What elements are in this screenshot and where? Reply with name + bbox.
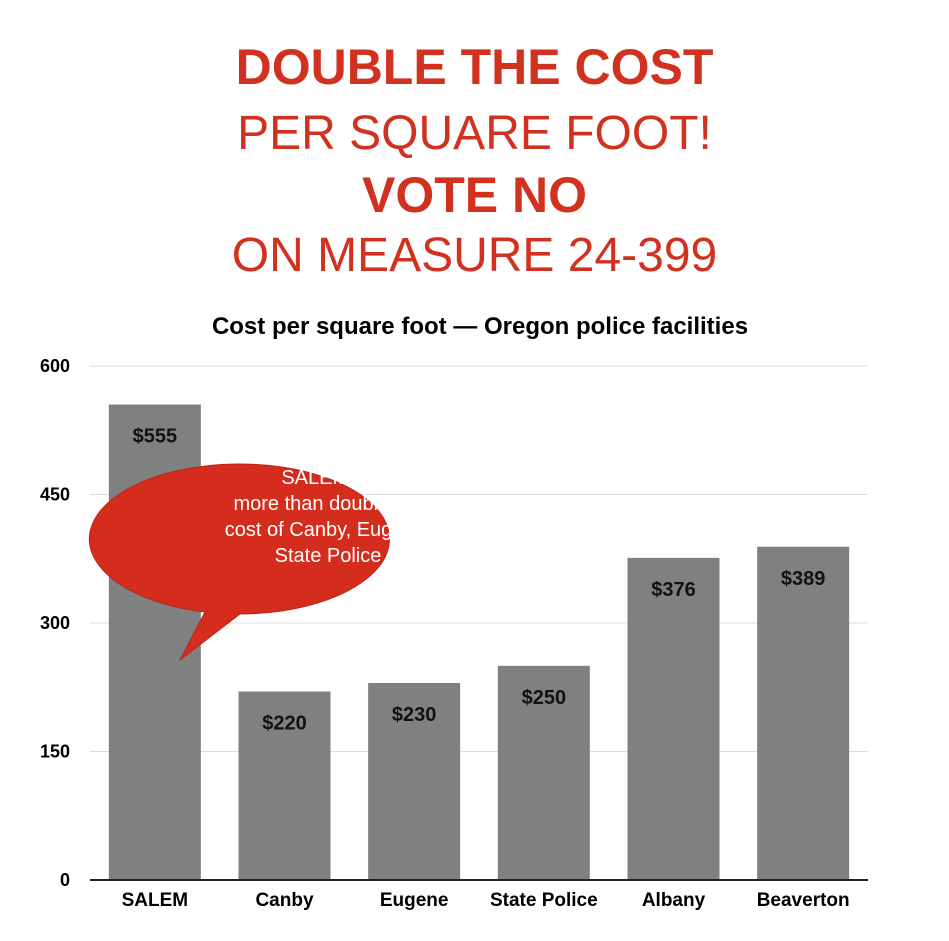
x-tick-label: Beaverton [757, 890, 850, 911]
callout-line: cost of Canby, Eugene, [225, 519, 431, 541]
headline-line-1: DOUBLE THE COST [235, 39, 714, 95]
x-tick-label: State Police [490, 890, 598, 911]
x-axis-labels: SALEM Canby Eugene State Police Albany Beaver… [122, 890, 850, 911]
y-tick-label: 600 [40, 356, 70, 376]
bar [368, 682, 461, 880]
y-tick-label: 0 [60, 870, 70, 890]
data-label: $250 [522, 687, 567, 709]
x-tick-label: Canby [255, 890, 314, 911]
callout-line: SALEM — [281, 467, 374, 489]
data-label: $230 [392, 704, 437, 726]
bar [627, 557, 720, 880]
headline-line-4: ON MEASURE 24-399 [231, 229, 718, 282]
data-label: $555 [133, 426, 178, 448]
x-tick-label: Eugene [380, 890, 449, 911]
salem-callout: SALEM — more than double the cost of Canby… [88, 463, 431, 661]
x-tick-label: SALEM [122, 890, 189, 911]
bar [497, 665, 590, 880]
chart-title: Cost per square foot — Oregon police fac… [212, 313, 748, 340]
callout-bubble [88, 463, 390, 661]
x-tick-label: Albany [642, 890, 706, 911]
data-label: $220 [262, 713, 307, 735]
headline-line-2: PER SQUARE FOOT! [237, 107, 712, 160]
bar-chart: Cost per square foot — Oregon police fac… [40, 313, 868, 911]
data-label: $376 [651, 579, 696, 601]
callout-text: SALEM — more than double the cost of Canby… [225, 467, 431, 567]
headline-line-3: VOTE NO [361, 167, 588, 223]
y-tick-label: 300 [40, 613, 70, 633]
bar [238, 691, 331, 880]
callout-line: more than double the [233, 493, 422, 515]
data-label: $389 [781, 568, 826, 590]
y-tick-label: 450 [40, 485, 70, 505]
callout-line: State Police [275, 545, 382, 567]
y-axis-ticks: 0 150 300 450 600 [40, 356, 70, 890]
bar [757, 546, 850, 880]
y-tick-label: 150 [40, 742, 70, 762]
